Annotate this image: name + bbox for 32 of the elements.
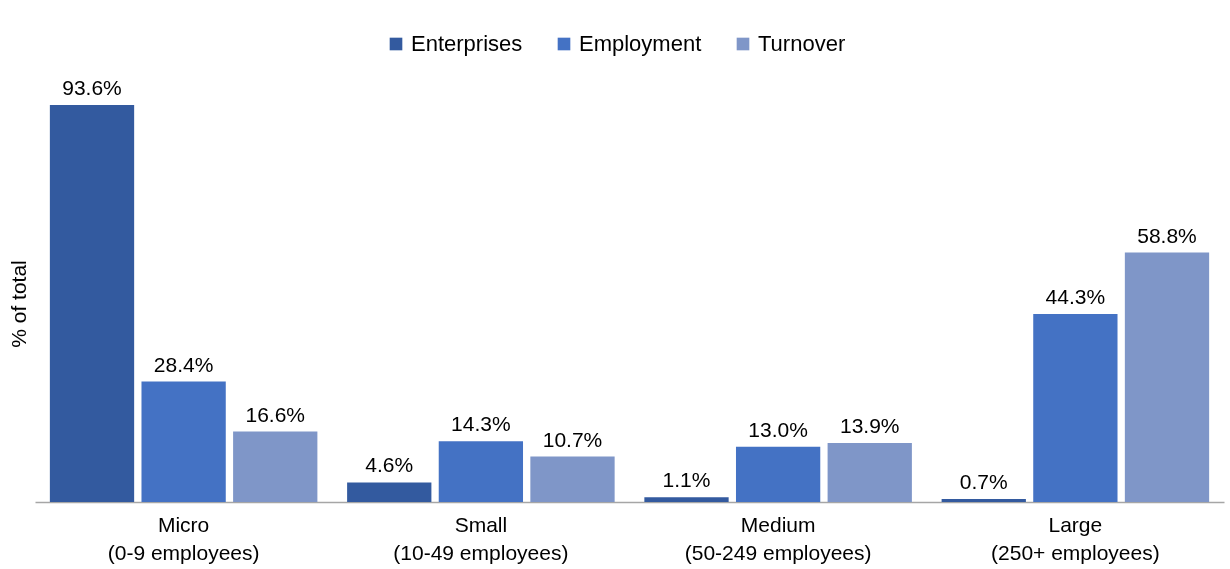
data-label: 1.1% — [662, 468, 711, 492]
bar — [233, 431, 318, 502]
x-tick-label: Small (10-49 employees) — [393, 512, 569, 564]
x-tick-label: Large (250+ employees) — [991, 512, 1160, 564]
y-axis-title: % of total — [6, 260, 30, 348]
data-label: 44.3% — [1045, 285, 1106, 309]
bar — [49, 105, 135, 502]
x-tick-label: Medium (50-249 employees) — [684, 512, 872, 564]
data-label: 93.6% — [62, 76, 122, 99]
bar — [438, 441, 524, 502]
data-label: 58.8% — [1137, 223, 1197, 247]
data-label: 14.3% — [451, 412, 511, 436]
data-label: 13.9% — [839, 414, 900, 438]
bar — [530, 456, 615, 502]
bar — [141, 381, 226, 502]
legend-label: Employment — [579, 31, 702, 56]
data-label: 13.0% — [748, 417, 808, 441]
legend-label: Turnover — [758, 31, 846, 56]
bar — [1033, 314, 1118, 502]
bar — [347, 482, 432, 502]
data-label: 10.7% — [542, 427, 603, 451]
bar — [735, 446, 821, 502]
bar — [827, 443, 912, 502]
x-tick-label: Micro (0-9 employees) — [107, 512, 260, 564]
legend-label: Enterprises — [411, 31, 523, 56]
data-label: 4.6% — [365, 453, 414, 477]
bar — [941, 499, 1026, 502]
data-label: 16.6% — [245, 402, 306, 426]
data-label: 0.7% — [959, 470, 1008, 494]
data-label: 28.4% — [153, 352, 214, 376]
bar — [644, 497, 729, 502]
bar — [1124, 252, 1210, 502]
